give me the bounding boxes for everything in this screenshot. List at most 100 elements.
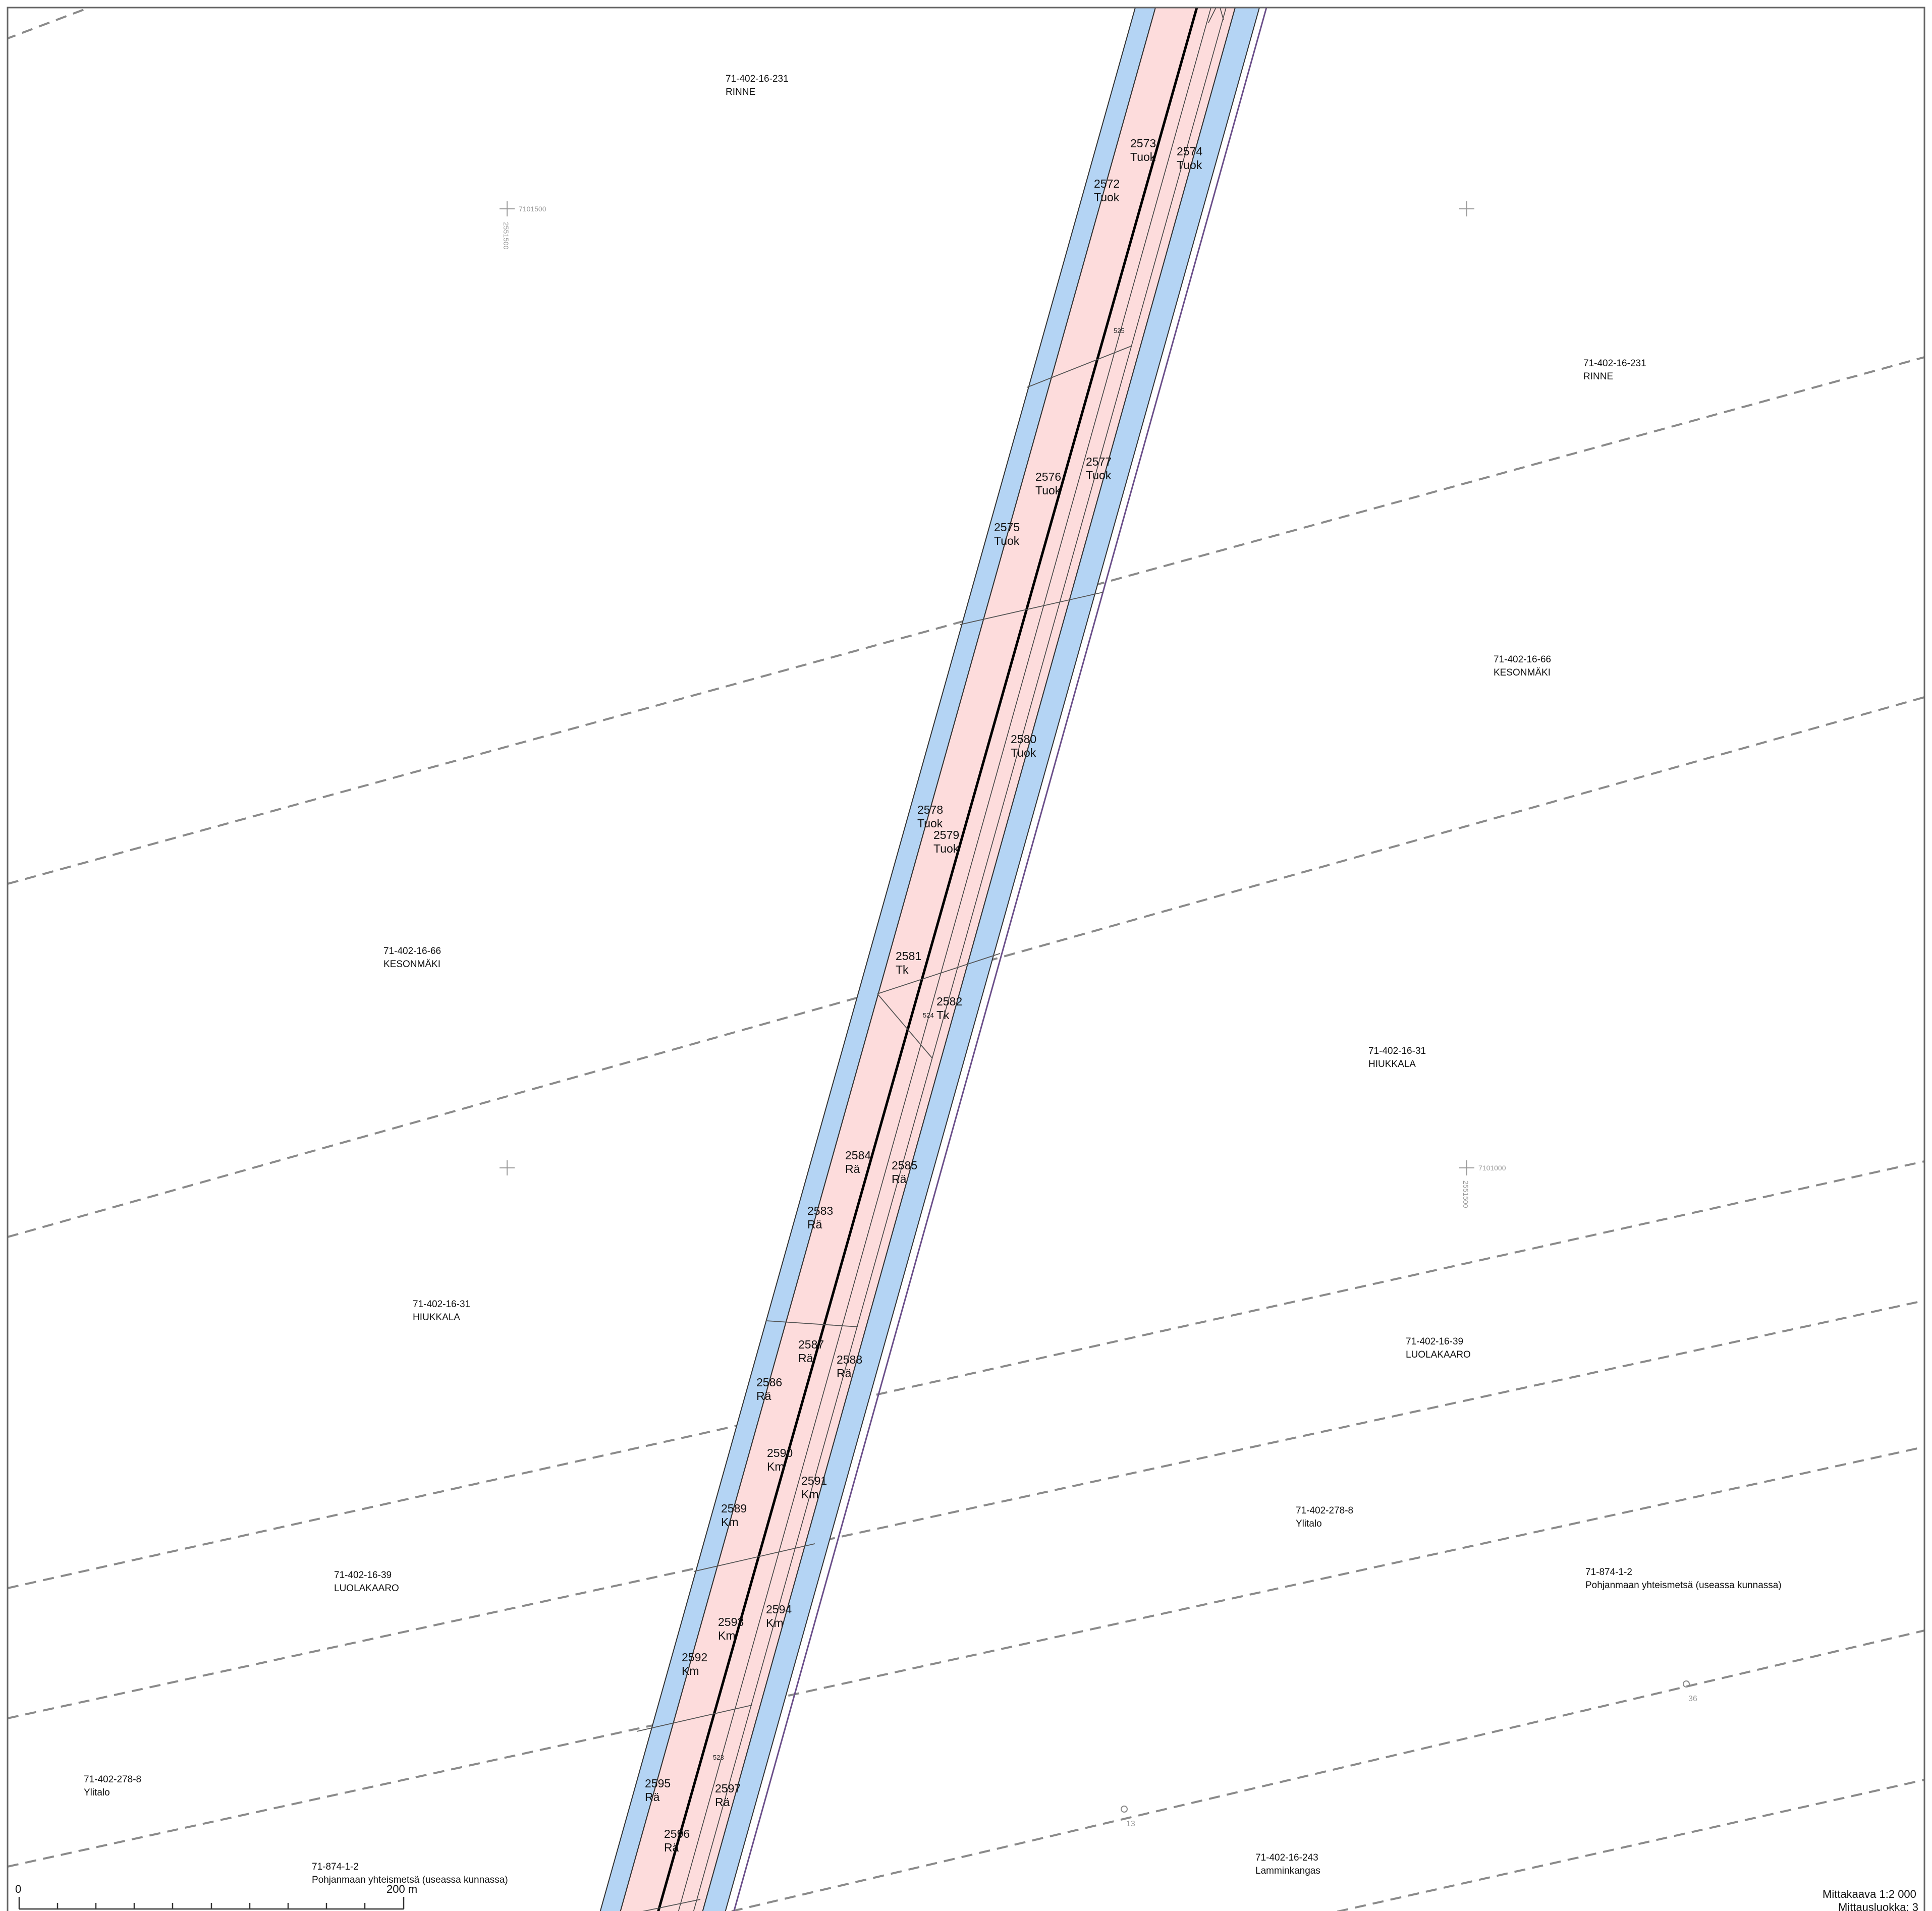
svg-text:KESONMÄKI: KESONMÄKI <box>1494 667 1551 678</box>
property-label: 71-402-16-31 HIUKKALA <box>1368 1046 1426 1070</box>
property-boundaries <box>8 8 1924 1911</box>
svg-text:2583: 2583 <box>807 1204 833 1217</box>
svg-text:71-402-16-39: 71-402-16-39 <box>1406 1336 1463 1347</box>
property-label: 71-402-16-66 KESONMÄKI <box>383 946 441 970</box>
grid-label: 7101500 <box>519 205 546 213</box>
svg-text:2585: 2585 <box>892 1159 917 1172</box>
svg-text:Rä: Rä <box>845 1162 860 1175</box>
scale-start-label: 0 <box>15 1883 21 1895</box>
svg-text:Tuok: Tuok <box>994 534 1020 547</box>
svg-text:Rä: Rä <box>756 1389 771 1402</box>
property-labels: 71-402-16-231 RINNE 71-402-16-231 RINNE … <box>84 74 1782 1885</box>
svg-text:71-874-1-2: 71-874-1-2 <box>1585 1567 1632 1578</box>
svg-text:13: 13 <box>1126 1820 1135 1828</box>
svg-text:Km: Km <box>766 1616 784 1629</box>
svg-text:71-402-16-231: 71-402-16-231 <box>726 74 789 84</box>
scale-bar: 0 200 m <box>15 1883 417 1910</box>
scale-ratio: Mittakaava 1:2 000 <box>1823 1888 1916 1900</box>
grid-cross-mid-right: 7101000 2551500 <box>1459 1160 1506 1208</box>
svg-text:Tuok: Tuok <box>1130 150 1156 163</box>
svg-text:Pohjanmaan yhteismetsä (useass: Pohjanmaan yhteismetsä (useassa kunnassa… <box>1585 1580 1782 1591</box>
corridor-left-zone <box>599 8 1156 1911</box>
property-label: 71-402-16-39 LUOLAKAARO <box>1406 1336 1471 1360</box>
tower-number: 523 <box>713 1754 724 1761</box>
svg-text:Tk: Tk <box>936 1008 950 1022</box>
measurement-class: Mittausluokka: 3 <box>1838 1901 1918 1911</box>
svg-text:Rä: Rä <box>645 1790 660 1804</box>
svg-text:Tuok: Tuok <box>1011 746 1036 759</box>
svg-text:2588: 2588 <box>837 1353 862 1366</box>
svg-text:71-402-278-8: 71-402-278-8 <box>84 1774 141 1785</box>
svg-text:71-402-16-66: 71-402-16-66 <box>1494 654 1551 665</box>
survey-marker-13: 13 <box>1121 1806 1135 1828</box>
svg-text:71-402-16-66: 71-402-16-66 <box>383 946 441 957</box>
svg-text:Lamminkangas: Lamminkangas <box>1255 1866 1320 1876</box>
svg-text:2573: 2573 <box>1130 137 1156 150</box>
svg-text:Rä: Rä <box>807 1218 822 1231</box>
svg-text:Tuok: Tuok <box>1094 191 1120 204</box>
corridor-right-zone <box>702 8 1260 1911</box>
svg-text:2587: 2587 <box>798 1338 824 1351</box>
svg-text:LUOLAKAARO: LUOLAKAARO <box>1406 1350 1471 1360</box>
svg-text:2579: 2579 <box>933 828 959 841</box>
svg-text:2578: 2578 <box>917 803 943 816</box>
grid-label: 7101000 <box>1478 1164 1506 1172</box>
svg-text:RINNE: RINNE <box>1583 371 1613 382</box>
grid-label: 2551500 <box>502 222 510 250</box>
transmission-line <box>657 8 1198 1911</box>
svg-text:2593: 2593 <box>718 1615 744 1628</box>
svg-text:2584: 2584 <box>845 1149 871 1162</box>
svg-text:2597: 2597 <box>715 1782 741 1795</box>
tower-number: 524 <box>923 1011 934 1019</box>
tower-number: 525 <box>1114 327 1125 334</box>
svg-text:71-402-278-8: 71-402-278-8 <box>1296 1505 1353 1516</box>
property-label: 71-402-16-231 RINNE <box>1583 358 1646 382</box>
corridor-boundary-line <box>733 8 1267 1911</box>
svg-text:2575: 2575 <box>994 521 1020 534</box>
svg-text:Pohjanmaan yhteismetsä (useass: Pohjanmaan yhteismetsä (useassa kunnassa… <box>312 1875 508 1885</box>
svg-text:Rä: Rä <box>798 1352 813 1365</box>
property-label: 71-402-16-31 HIUKKALA <box>413 1299 470 1323</box>
property-label: 71-402-16-231 RINNE <box>726 74 789 97</box>
map-footer: Mittakaava 1:2 000 Mittausluokka: 3 <box>1823 1888 1918 1911</box>
svg-text:Rä: Rä <box>664 1841 679 1854</box>
grid-label: 2551500 <box>1462 1181 1470 1208</box>
survey-marker-36: 36 <box>1683 1680 1697 1703</box>
svg-text:71-402-16-243: 71-402-16-243 <box>1255 1852 1318 1863</box>
svg-text:Rä: Rä <box>892 1172 907 1186</box>
svg-text:HIUKKALA: HIUKKALA <box>413 1312 460 1323</box>
map-frame <box>7 7 1925 1911</box>
svg-text:Km: Km <box>682 1664 699 1677</box>
property-label: 71-402-278-8 Ylitalo <box>84 1774 141 1798</box>
svg-text:Ylitalo: Ylitalo <box>84 1787 110 1798</box>
svg-text:2590: 2590 <box>767 1446 793 1459</box>
property-label: 71-874-1-2 Pohjanmaan yhteismetsä (useas… <box>1585 1567 1782 1591</box>
svg-text:Rä: Rä <box>837 1367 852 1380</box>
svg-text:2594: 2594 <box>766 1603 792 1616</box>
svg-text:HIUKKALA: HIUKKALA <box>1368 1059 1416 1070</box>
svg-text:2576: 2576 <box>1035 470 1061 483</box>
svg-text:2589: 2589 <box>721 1502 747 1515</box>
svg-text:71-402-16-31: 71-402-16-31 <box>1368 1046 1426 1056</box>
svg-text:2572: 2572 <box>1094 177 1120 190</box>
svg-text:Tuok: Tuok <box>1035 484 1061 497</box>
